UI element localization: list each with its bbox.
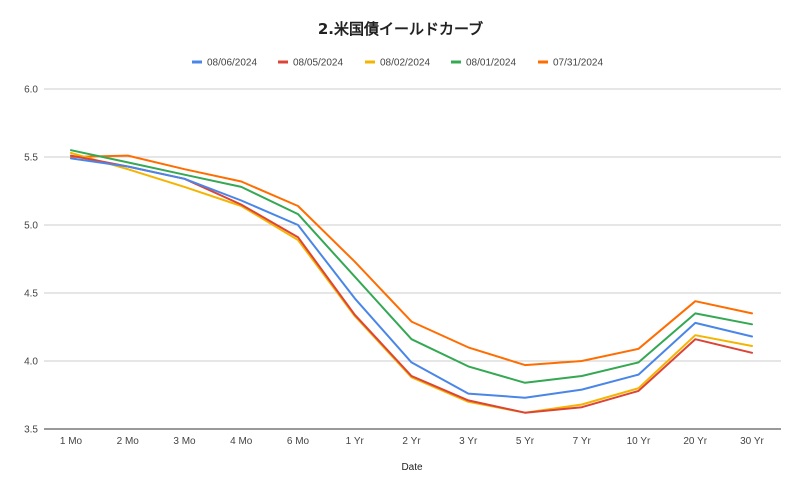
- x-tick-label: 1 Yr: [346, 436, 365, 447]
- x-tick-label: 2 Yr: [402, 436, 421, 447]
- legend-item: 07/31/2024: [538, 58, 603, 69]
- grid-lines: [44, 88, 781, 430]
- x-tick-label: 2 Mo: [117, 436, 140, 447]
- x-tick-label: 3 Yr: [459, 436, 478, 447]
- legend-item: 08/05/2024: [278, 58, 343, 69]
- y-tick-label: 3.5: [24, 425, 38, 436]
- x-tick-label: 30 Yr: [740, 436, 764, 447]
- x-axis: 1 Mo 2 Mo 3 Mo 4 Mo 6 Mo 1 Yr 2 Yr 3 Yr 5 Yr 7 Yr…: [60, 436, 765, 447]
- legend-item: 08/02/2024: [365, 58, 430, 69]
- legend-label: 08/06/2024: [207, 58, 257, 69]
- series-line-2: [70, 151, 753, 414]
- legend-label: 07/31/2024: [553, 58, 603, 69]
- x-tick-label: 6 Mo: [287, 436, 310, 447]
- series-line-4: [70, 154, 753, 367]
- legend-label: 08/01/2024: [466, 58, 516, 69]
- legend-label: 08/02/2024: [380, 58, 430, 69]
- x-tick-label: 3 Mo: [173, 436, 196, 447]
- series-line-3: [70, 149, 753, 384]
- series-line-1: [70, 154, 753, 414]
- legend-label: 08/05/2024: [293, 58, 343, 69]
- x-axis-title: Date: [401, 462, 423, 473]
- series-lines: [70, 149, 753, 414]
- y-tick-label: 6.0: [24, 85, 38, 96]
- series-line-0: [70, 157, 753, 399]
- x-tick-label: 1 Mo: [60, 436, 83, 447]
- legend-item: 08/06/2024: [192, 58, 257, 69]
- x-tick-label: 10 Yr: [627, 436, 651, 447]
- y-tick-label: 5.5: [24, 153, 38, 164]
- y-tick-label: 5.0: [24, 221, 38, 232]
- x-tick-label: 5 Yr: [516, 436, 535, 447]
- legend-item: 08/01/2024: [451, 58, 516, 69]
- y-tick-label: 4.0: [24, 357, 38, 368]
- x-tick-label: 20 Yr: [683, 436, 707, 447]
- chart-title: 2.米国債イールドカーブ: [317, 20, 484, 38]
- legend: 08/06/2024 08/05/2024 08/02/2024 08/01/2024…: [192, 58, 603, 69]
- x-tick-label: 7 Yr: [573, 436, 592, 447]
- x-tick-label: 4 Mo: [230, 436, 253, 447]
- y-tick-label: 4.5: [24, 289, 38, 300]
- y-axis: 3.5 4.0 4.5 5.0 5.5 6.0: [24, 85, 38, 436]
